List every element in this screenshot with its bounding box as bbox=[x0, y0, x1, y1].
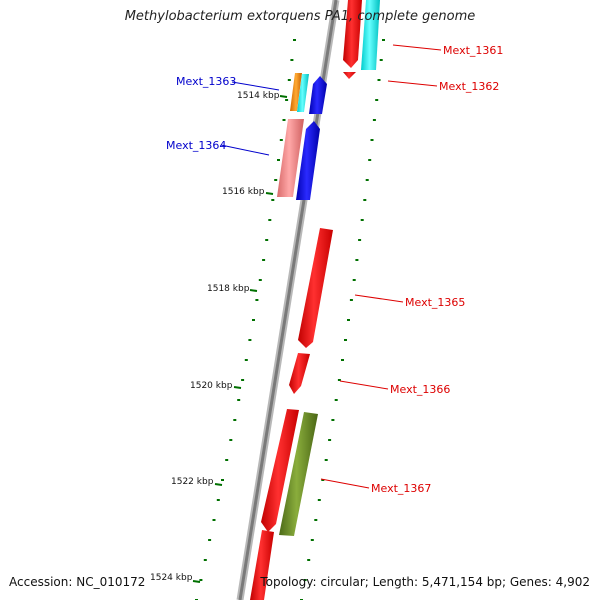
gene-label-mext-1366[interactable]: Mext_1366 bbox=[390, 383, 450, 396]
minor-tick bbox=[208, 539, 212, 541]
minor-tick bbox=[274, 179, 278, 181]
kbp-label-1520: 1520 kbp bbox=[190, 381, 233, 391]
minor-tick bbox=[244, 359, 248, 361]
minor-tick bbox=[331, 419, 335, 421]
tick-tracks bbox=[195, 39, 385, 600]
kbp-label-1522: 1522 kbp bbox=[171, 477, 214, 487]
feature-mext-1363[interactable] bbox=[309, 76, 327, 114]
map-title: Methylobacterium extorquens PA1, complet… bbox=[124, 9, 476, 24]
minor-tick bbox=[344, 339, 347, 341]
minor-tick bbox=[379, 59, 383, 61]
minor-tick bbox=[271, 199, 275, 201]
kbp-label-1516: 1516 kbp bbox=[222, 187, 265, 197]
gene-label-mext-1367[interactable]: Mext_1367 bbox=[371, 482, 431, 495]
minor-tick bbox=[216, 499, 220, 501]
minor-tick bbox=[241, 379, 245, 381]
feature-red-bottom[interactable] bbox=[250, 530, 274, 600]
minor-tick bbox=[341, 359, 344, 361]
minor-tick bbox=[290, 59, 294, 61]
minor-tick bbox=[360, 219, 364, 221]
minor-tick bbox=[314, 519, 318, 521]
gene-label-mext-1362[interactable]: Mext_1362 bbox=[439, 80, 499, 93]
minor-tick bbox=[334, 399, 338, 401]
feature-cyan-1[interactable] bbox=[361, 0, 380, 70]
minor-tick bbox=[303, 579, 307, 581]
gene-label-mext-1363[interactable]: Mext_1363 bbox=[176, 75, 236, 88]
minor-tick bbox=[282, 119, 286, 121]
minor-tick bbox=[370, 139, 374, 141]
feature-mext-1361[interactable] bbox=[343, 0, 362, 68]
feature-mext-1365[interactable] bbox=[298, 228, 333, 348]
gene-labels: Mext_1361 Mext_1362 Mext_1363 Mext_1364 … bbox=[166, 44, 503, 495]
minor-tick bbox=[372, 119, 376, 121]
minor-tick bbox=[268, 219, 272, 221]
minor-tick bbox=[221, 479, 224, 481]
gene-features bbox=[250, 0, 380, 600]
minor-tick bbox=[328, 439, 332, 441]
minor-tick bbox=[287, 79, 291, 81]
feature-mext-1362[interactable] bbox=[343, 72, 356, 79]
minor-tick bbox=[349, 299, 353, 301]
minor-tick bbox=[307, 559, 311, 561]
minor-tick bbox=[347, 319, 350, 321]
minor-tick bbox=[229, 439, 233, 441]
minor-tick bbox=[252, 319, 255, 321]
kbp-axis: 1514 kbp 1516 kbp 1518 kbp 1520 kbp 1522… bbox=[150, 91, 288, 583]
minor-tick bbox=[310, 539, 314, 541]
kbp-label-1524: 1524 kbp bbox=[150, 573, 193, 583]
feature-mext-1364[interactable] bbox=[296, 121, 320, 200]
minor-tick bbox=[365, 179, 369, 181]
topology-text: Topology: circular; Length: 5,471,154 bp… bbox=[260, 575, 590, 589]
gene-label-lines bbox=[220, 44, 442, 489]
minor-tick bbox=[279, 139, 283, 141]
feature-red-long-1[interactable] bbox=[261, 409, 299, 532]
minor-tick bbox=[321, 479, 325, 481]
minor-tick bbox=[277, 159, 280, 161]
feature-orange[interactable] bbox=[290, 73, 302, 111]
minor-tick bbox=[358, 239, 362, 241]
minor-tick bbox=[233, 419, 237, 421]
kbp-label-1518: 1518 kbp bbox=[207, 284, 250, 294]
minor-tick bbox=[237, 399, 241, 401]
feature-salmon[interactable] bbox=[277, 119, 304, 197]
minor-tick bbox=[255, 299, 259, 301]
gene-label-mext-1361[interactable]: Mext_1361 bbox=[443, 44, 503, 57]
feature-cyan-2[interactable] bbox=[297, 74, 309, 112]
minor-tick bbox=[212, 519, 216, 521]
minor-tick bbox=[285, 99, 289, 101]
minor-tick bbox=[324, 459, 328, 461]
minor-tick bbox=[293, 39, 296, 41]
minor-tick bbox=[248, 339, 252, 341]
minor-tick bbox=[203, 559, 207, 561]
minor-tick bbox=[355, 259, 359, 261]
gene-label-mext-1365[interactable]: Mext_1365 bbox=[405, 296, 465, 309]
feature-mext-1366[interactable] bbox=[289, 353, 310, 394]
minor-tick bbox=[262, 259, 266, 261]
minor-tick bbox=[352, 279, 356, 281]
minor-tick bbox=[199, 579, 203, 581]
feature-mext-1367[interactable] bbox=[279, 412, 318, 536]
accession-text: Accession: NC_010172 bbox=[9, 575, 146, 589]
minor-tick bbox=[377, 79, 381, 81]
minor-tick bbox=[375, 99, 379, 101]
gene-label-mext-1364[interactable]: Mext_1364 bbox=[166, 139, 226, 152]
kbp-label-1514: 1514 kbp bbox=[237, 91, 280, 101]
minor-tick bbox=[258, 279, 262, 281]
minor-tick bbox=[337, 379, 341, 381]
minor-tick bbox=[317, 499, 321, 501]
minor-tick bbox=[225, 459, 229, 461]
minor-tick bbox=[265, 239, 269, 241]
minor-tick bbox=[363, 199, 367, 201]
minor-tick bbox=[382, 39, 385, 41]
minor-tick bbox=[368, 159, 372, 161]
